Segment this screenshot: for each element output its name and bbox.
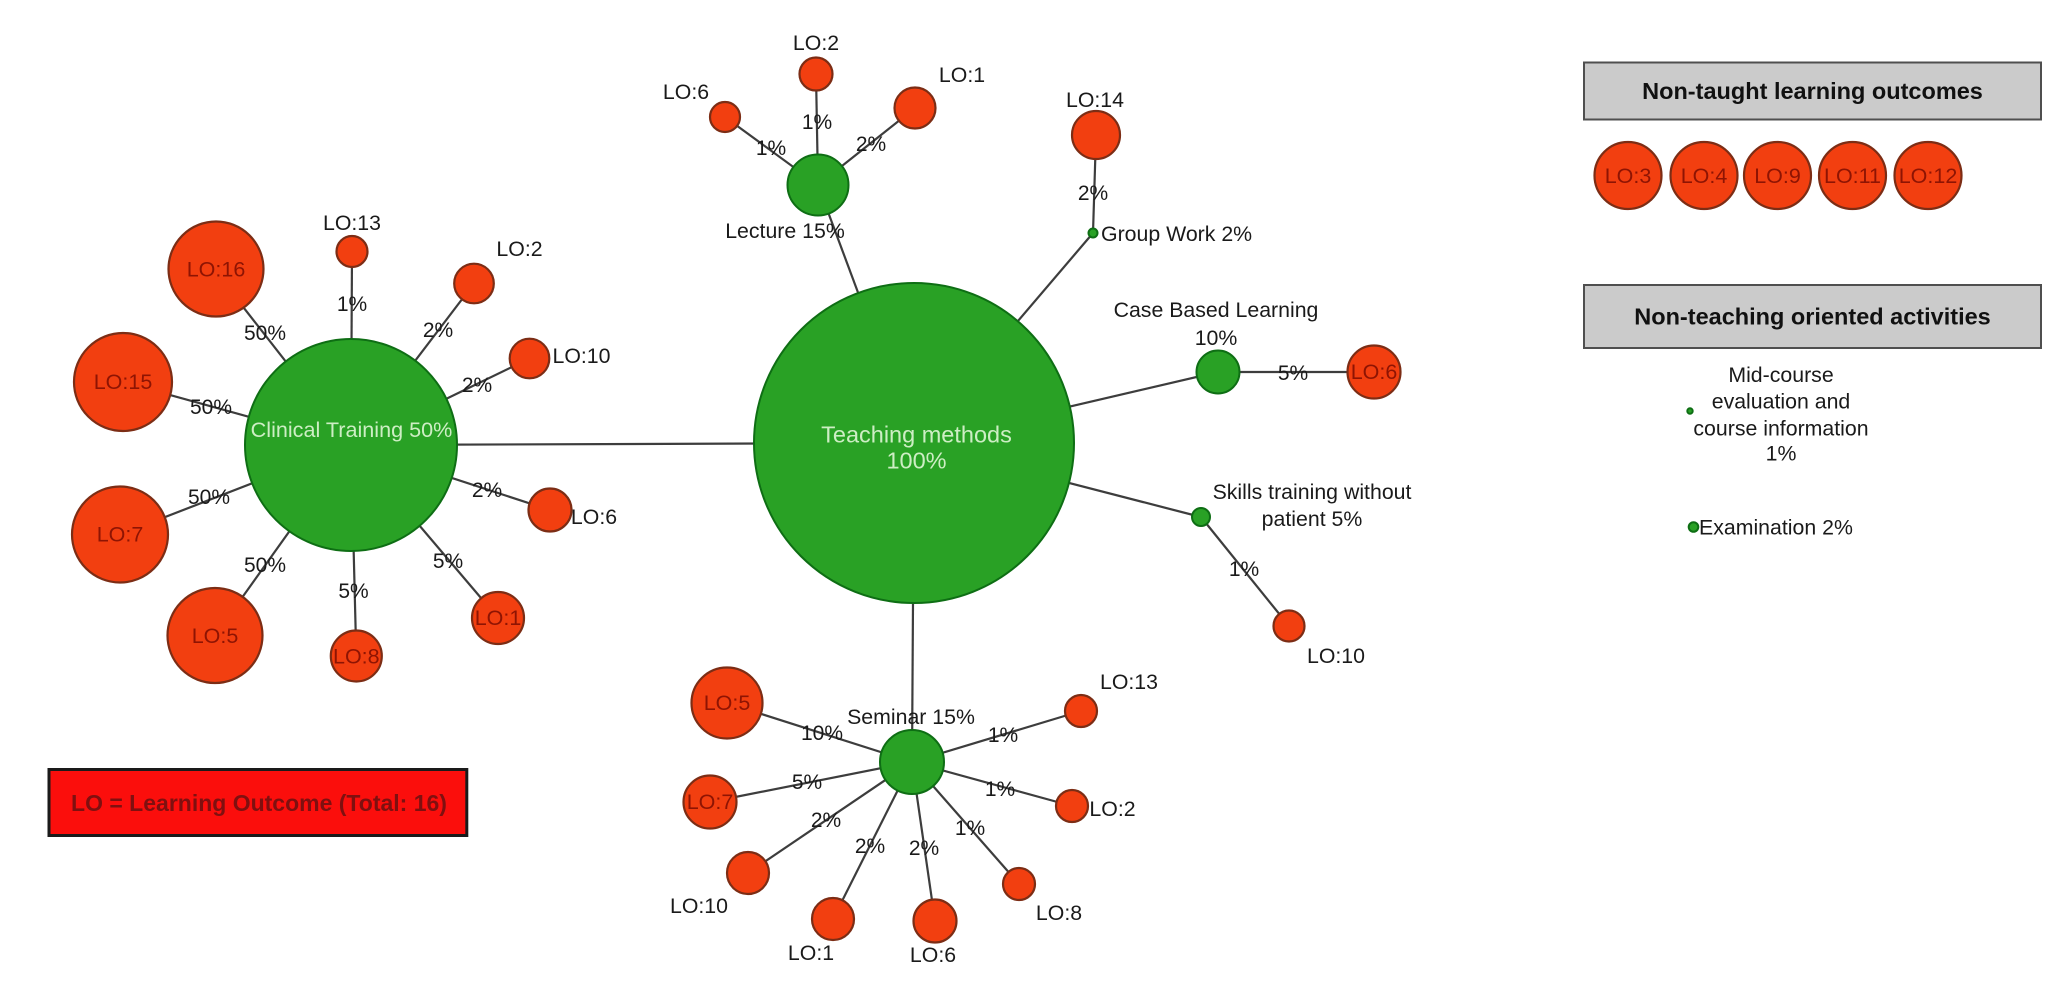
svg-text:LO:1: LO:1 <box>939 63 985 87</box>
svg-text:50%: 50% <box>190 396 232 419</box>
svg-text:LO:4: LO:4 <box>1681 164 1728 188</box>
svg-text:2%: 2% <box>472 479 502 502</box>
svg-text:LO:6: LO:6 <box>571 505 617 529</box>
svg-text:5%: 5% <box>338 580 368 603</box>
svg-text:5%: 5% <box>433 550 463 573</box>
svg-text:2%: 2% <box>855 835 885 858</box>
svg-text:LO:2: LO:2 <box>793 31 839 55</box>
svg-text:evaluation and: evaluation and <box>1712 390 1851 414</box>
svg-text:5%: 5% <box>1278 362 1308 385</box>
svg-text:LO:7: LO:7 <box>687 790 734 814</box>
svg-text:100%: 100% <box>886 448 946 474</box>
svg-text:LO:13: LO:13 <box>323 211 381 235</box>
svg-text:LO:14: LO:14 <box>1066 88 1124 112</box>
svg-text:course information: course information <box>1693 417 1868 441</box>
svg-text:2%: 2% <box>1078 182 1108 205</box>
svg-text:1%: 1% <box>802 111 832 134</box>
svg-text:LO:13: LO:13 <box>1100 670 1158 694</box>
svg-text:patient 5%: patient 5% <box>1262 507 1363 531</box>
svg-text:Non-teaching oriented activiti: Non-teaching oriented activities <box>1634 304 1990 330</box>
svg-text:2%: 2% <box>856 133 886 156</box>
svg-text:Lecture 15%: Lecture 15% <box>725 219 845 243</box>
svg-text:Case Based Learning: Case Based Learning <box>1114 298 1319 322</box>
svg-text:50%: 50% <box>244 554 286 577</box>
svg-text:LO:10: LO:10 <box>552 344 610 368</box>
svg-text:LO:7: LO:7 <box>97 523 144 547</box>
svg-text:Group Work 2%: Group Work 2% <box>1101 222 1252 246</box>
svg-text:LO = Learning Outcome (Total:: LO = Learning Outcome (Total: 16) <box>71 790 447 816</box>
svg-text:Examination 2%: Examination 2% <box>1699 516 1853 540</box>
svg-text:LO:16: LO:16 <box>187 258 246 282</box>
svg-text:LO:1: LO:1 <box>788 941 834 965</box>
svg-text:Mid-course: Mid-course <box>1728 363 1833 387</box>
svg-text:LO:11: LO:11 <box>1824 164 1881 188</box>
svg-text:Skills training without: Skills training without <box>1213 480 1412 504</box>
svg-text:2%: 2% <box>811 809 841 832</box>
svg-text:2%: 2% <box>423 319 453 342</box>
svg-text:LO:2: LO:2 <box>496 237 542 261</box>
svg-text:LO:6: LO:6 <box>663 80 709 104</box>
svg-text:LO:6: LO:6 <box>1351 360 1398 384</box>
svg-text:LO:9: LO:9 <box>1754 164 1801 188</box>
svg-text:10%: 10% <box>801 722 843 745</box>
svg-text:Seminar 15%: Seminar 15% <box>847 705 975 729</box>
svg-text:LO:15: LO:15 <box>94 370 153 394</box>
svg-text:Teaching methods: Teaching methods <box>821 422 1012 448</box>
svg-text:1%: 1% <box>756 137 786 160</box>
svg-text:LO:2: LO:2 <box>1089 797 1135 821</box>
svg-text:LO:3: LO:3 <box>1605 164 1652 188</box>
svg-text:1%: 1% <box>955 817 985 840</box>
svg-text:2%: 2% <box>909 837 939 860</box>
svg-text:1%: 1% <box>337 293 367 316</box>
svg-text:1%: 1% <box>1229 558 1259 581</box>
svg-text:LO:5: LO:5 <box>704 691 751 715</box>
svg-text:Clinical Training 50%: Clinical Training 50% <box>251 417 453 442</box>
svg-text:LO:8: LO:8 <box>333 645 380 669</box>
svg-text:LO:10: LO:10 <box>1307 644 1365 668</box>
svg-text:5%: 5% <box>792 771 822 794</box>
svg-text:50%: 50% <box>188 486 230 509</box>
svg-text:50%: 50% <box>244 322 286 345</box>
svg-text:1%: 1% <box>988 724 1018 747</box>
svg-text:LO:6: LO:6 <box>910 943 956 967</box>
svg-text:10%: 10% <box>1195 326 1238 350</box>
svg-text:1%: 1% <box>985 778 1015 801</box>
svg-text:LO:5: LO:5 <box>192 624 239 648</box>
svg-text:LO:10: LO:10 <box>670 894 728 918</box>
svg-text:LO:1: LO:1 <box>475 606 522 630</box>
svg-text:LO:12: LO:12 <box>1899 164 1958 188</box>
svg-text:LO:8: LO:8 <box>1036 901 1082 925</box>
svg-text:2%: 2% <box>462 374 492 397</box>
svg-text:Non-taught learning outcomes: Non-taught learning outcomes <box>1642 78 1983 104</box>
svg-text:1%: 1% <box>1766 442 1797 466</box>
